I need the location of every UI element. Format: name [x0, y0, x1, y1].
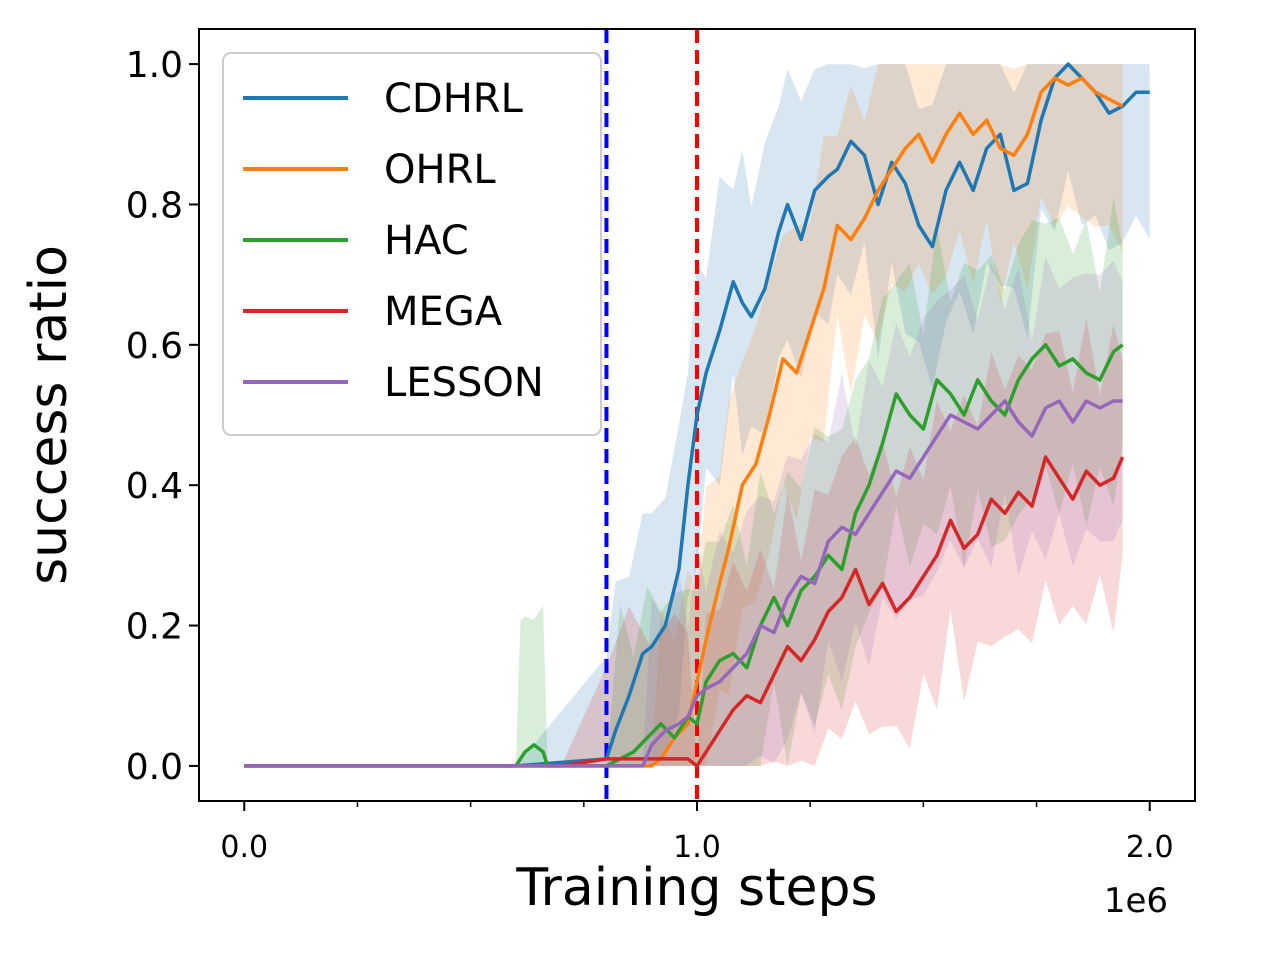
x-tick-label: 0.0 — [220, 830, 268, 865]
band-lesson — [244, 256, 1123, 766]
band-mega — [244, 318, 1123, 766]
series-line-lesson — [244, 399, 1123, 768]
band-hac — [244, 197, 1123, 766]
y-tick-label: 1.0 — [126, 45, 183, 86]
legend-label-cdhrl: CDHRL — [384, 76, 524, 122]
x-tick-label: 2.0 — [1126, 830, 1174, 865]
y-tick-label: 0.8 — [126, 185, 183, 226]
y-tick-label: 0.4 — [126, 466, 183, 507]
series-line-ohrl — [244, 76, 1124, 768]
series-lines — [244, 62, 1150, 768]
x-axis-label: Training steps — [515, 858, 877, 918]
legend-label-ohrl: OHRL — [384, 147, 496, 193]
legend: CDHRL OHRL HAC MEGA LESSON — [222, 52, 602, 436]
legend-label-hac: HAC — [384, 218, 469, 264]
legend-box — [222, 52, 602, 436]
y-tick-label: 0.0 — [126, 747, 183, 788]
y-axis-label: success ratio — [19, 245, 79, 585]
axis-ticks: 0.0 0.2 0.4 0.6 0.8 1.0 0.0 1.0 2.0 — [126, 45, 1174, 865]
series-line-mega — [244, 455, 1125, 768]
x-axis-offset-label: 1e6 — [1104, 881, 1168, 921]
x-tick-label: 1.0 — [673, 830, 721, 865]
y-tick-label: 0.2 — [126, 607, 183, 648]
legend-label-lesson: LESSON — [384, 360, 544, 406]
series-line-cdhrl — [244, 62, 1150, 768]
legend-label-mega: MEGA — [384, 289, 503, 335]
band-ohrl — [244, 64, 1123, 766]
y-tick-label: 0.6 — [126, 326, 183, 367]
